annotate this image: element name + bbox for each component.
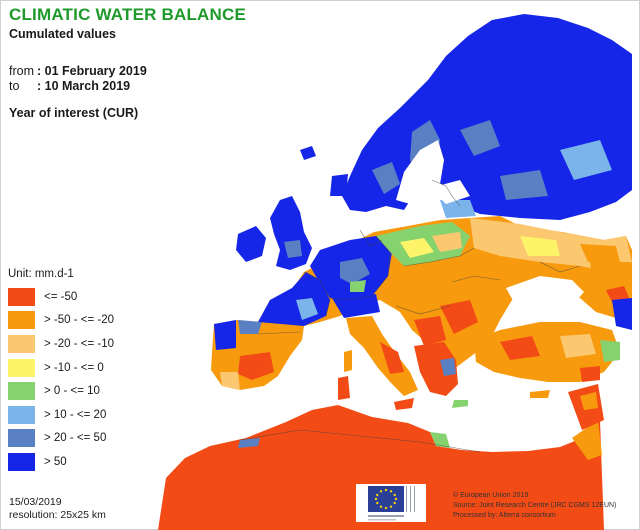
map-subtitle: Cumulated values [9, 27, 116, 41]
map-title: CLIMATIC WATER BALANCE [9, 5, 247, 24]
legend-item: > -20 - <= -10 [8, 332, 114, 356]
legend-item: > -50 - <= -20 [8, 309, 114, 333]
legend-swatch [8, 311, 35, 330]
legend-label: > -20 - <= -10 [44, 337, 114, 350]
legend-item: > -10 - <= 0 [8, 356, 114, 380]
credit-copyright: © European Union 2019 [453, 492, 529, 499]
legend-item: > 20 - <= 50 [8, 427, 114, 451]
legend-label: <= -50 [44, 290, 78, 303]
map-credits: © European Union 2019 Source: Joint Rese… [453, 491, 616, 521]
legend-label: > -50 - <= -20 [44, 314, 114, 327]
legend-label: > 0 - <= 10 [44, 385, 100, 398]
legend-item: <= -50 [8, 285, 114, 309]
from-value: : 01 February 2019 [37, 64, 147, 78]
italy [346, 316, 418, 396]
credit-processed: Processed by: Alterra consortium [453, 512, 556, 519]
legend-swatch [8, 382, 35, 401]
legend-label: > 10 - <= 20 [44, 408, 107, 421]
to-value: : 10 March 2019 [37, 79, 131, 93]
legend-item: > 50 [8, 450, 114, 474]
legend-swatch [8, 334, 35, 353]
legend-label: > 50 [44, 455, 67, 468]
date-period: from: 01 February 2019 to : 10 March 2019 [9, 64, 147, 94]
issue-date: 15/03/2019 [9, 496, 62, 508]
north-africa-region [158, 405, 604, 530]
greece-region [414, 342, 458, 396]
black-sea [506, 276, 584, 314]
legend: Unit: mm.d-1 <= -50 > -50 - <= -20 > -20 -… [8, 268, 114, 474]
map-footer: 15/03/2019 resolution: 25x25 km [9, 496, 106, 522]
legend-item: > 10 - <= 20 [8, 403, 114, 427]
resolution-note: resolution: 25x25 km [9, 509, 106, 521]
eu-flag-logo [356, 484, 426, 522]
ireland [236, 226, 266, 262]
to-label: to [9, 79, 20, 93]
legend-swatch [8, 358, 35, 377]
legend-unit: Unit: mm.d-1 [8, 268, 74, 280]
year-of-interest: Year of interest (CUR) [9, 106, 139, 120]
great-britain [270, 196, 312, 270]
credit-source: Source: Joint Research Centre (JRC CGMS … [453, 502, 617, 509]
legend-swatch [8, 452, 35, 471]
legend-label: > -10 - <= 0 [44, 361, 104, 374]
legend-swatch [8, 405, 35, 424]
legend-items: <= -50 > -50 - <= -20 > -20 - <= -10 > -10 … [8, 285, 114, 474]
from-label: from [9, 64, 34, 78]
legend-swatch [8, 429, 35, 448]
legend-label: > 20 - <= 50 [44, 432, 107, 445]
legend-item: > 0 - <= 10 [8, 379, 114, 403]
legend-swatch [8, 287, 35, 306]
